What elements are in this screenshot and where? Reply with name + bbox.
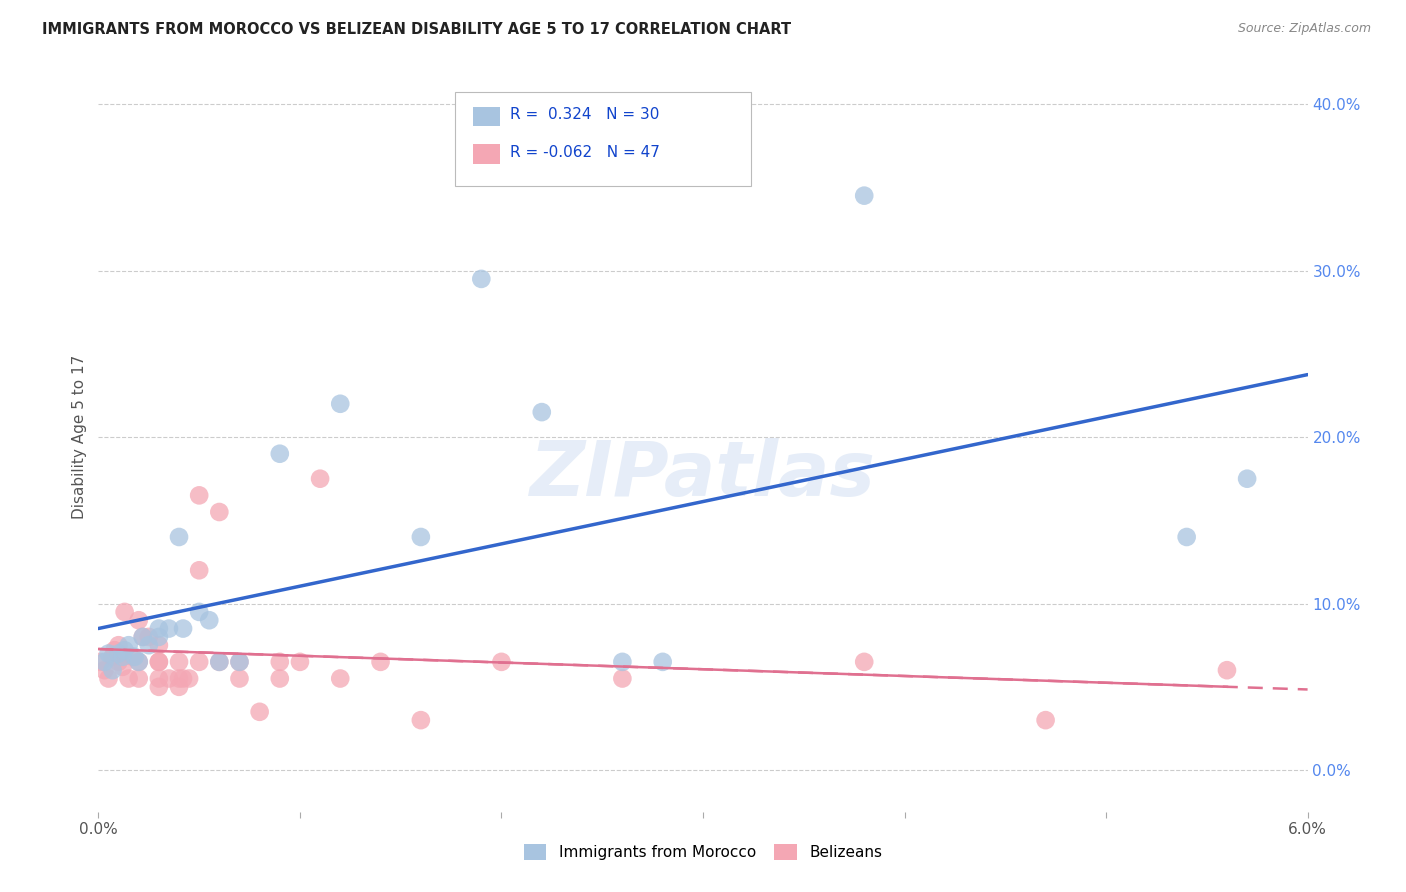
Point	[148, 655, 170, 669]
Point	[103, 643, 125, 657]
Point	[128, 672, 150, 686]
Point	[107, 655, 129, 669]
Point	[612, 655, 634, 669]
Text: ZIPatlas: ZIPatlas	[530, 438, 876, 511]
Point	[167, 655, 190, 669]
Point	[612, 672, 634, 686]
Text: R = -0.062   N = 47: R = -0.062 N = 47	[509, 145, 659, 160]
Point	[329, 397, 352, 411]
Point	[124, 649, 146, 664]
Point	[370, 655, 392, 669]
Point	[1236, 472, 1258, 486]
Point	[329, 672, 352, 686]
Point	[188, 488, 211, 502]
Legend: Immigrants from Morocco, Belizeans: Immigrants from Morocco, Belizeans	[523, 845, 883, 860]
Point	[132, 630, 155, 644]
Point	[148, 672, 170, 686]
Point	[148, 638, 170, 652]
Point	[409, 713, 432, 727]
Text: R =  0.324   N = 30: R = 0.324 N = 30	[509, 107, 659, 122]
Point	[228, 655, 250, 669]
Point	[853, 655, 876, 669]
Point	[188, 563, 211, 577]
Point	[121, 649, 143, 664]
Point	[269, 655, 291, 669]
Point	[148, 655, 170, 669]
Point	[101, 649, 124, 664]
Point	[651, 655, 673, 669]
Point	[167, 680, 190, 694]
Point	[188, 655, 211, 669]
Point	[530, 405, 553, 419]
Point	[114, 605, 136, 619]
Point	[269, 672, 291, 686]
FancyBboxPatch shape	[474, 107, 501, 126]
Point	[208, 655, 231, 669]
Point	[309, 472, 332, 486]
Point	[148, 630, 170, 644]
Point	[409, 530, 432, 544]
Point	[172, 672, 194, 686]
Point	[228, 672, 250, 686]
FancyBboxPatch shape	[474, 145, 501, 163]
FancyBboxPatch shape	[456, 93, 751, 186]
Point	[157, 622, 180, 636]
Point	[114, 643, 136, 657]
Point	[167, 672, 190, 686]
Point	[93, 655, 115, 669]
Point	[148, 680, 170, 694]
Point	[157, 672, 180, 686]
Point	[188, 605, 211, 619]
Point	[132, 630, 155, 644]
Point	[491, 655, 513, 669]
Point	[107, 647, 129, 661]
Point	[128, 655, 150, 669]
Point	[1035, 713, 1057, 727]
Point	[118, 672, 141, 686]
Point	[179, 672, 201, 686]
Text: IMMIGRANTS FROM MOROCCO VS BELIZEAN DISABILITY AGE 5 TO 17 CORRELATION CHART: IMMIGRANTS FROM MOROCCO VS BELIZEAN DISA…	[42, 22, 792, 37]
Point	[853, 188, 876, 202]
Point	[228, 655, 250, 669]
Point	[97, 672, 120, 686]
Point	[167, 530, 190, 544]
Point	[470, 272, 492, 286]
Point	[288, 655, 311, 669]
Point	[118, 638, 141, 652]
Point	[172, 622, 194, 636]
Point	[111, 660, 134, 674]
Point	[128, 655, 150, 669]
Point	[249, 705, 271, 719]
Point	[138, 638, 160, 652]
Point	[93, 663, 115, 677]
Point	[128, 613, 150, 627]
Point	[208, 655, 231, 669]
Point	[97, 647, 120, 661]
Point	[101, 663, 124, 677]
Point	[269, 447, 291, 461]
Point	[107, 638, 129, 652]
Text: Source: ZipAtlas.com: Source: ZipAtlas.com	[1237, 22, 1371, 36]
Y-axis label: Disability Age 5 to 17: Disability Age 5 to 17	[72, 355, 87, 519]
Point	[1216, 663, 1239, 677]
Point	[208, 505, 231, 519]
Point	[138, 630, 160, 644]
Point	[148, 622, 170, 636]
Point	[89, 655, 111, 669]
Point	[1175, 530, 1198, 544]
Point	[198, 613, 221, 627]
Point	[111, 649, 134, 664]
